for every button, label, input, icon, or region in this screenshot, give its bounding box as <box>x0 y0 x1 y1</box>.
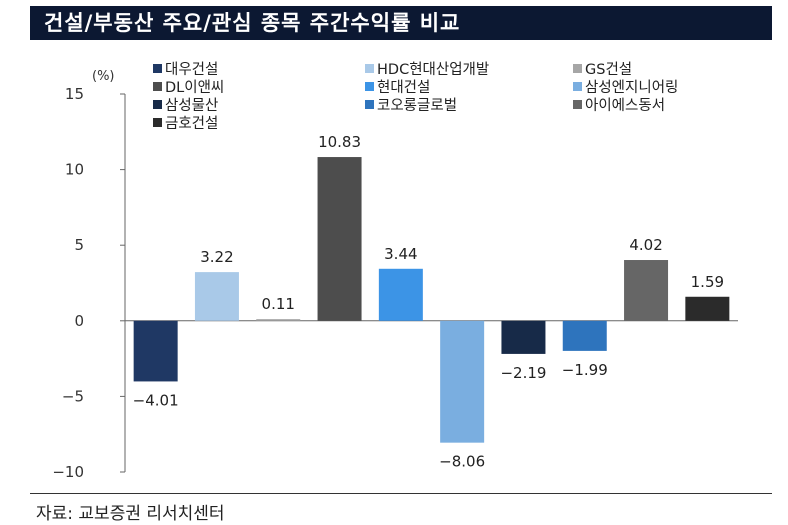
legend-label: 대우건설 <box>165 61 218 78</box>
bar <box>256 319 301 321</box>
y-tick-label: 10 <box>65 161 84 179</box>
y-tick-label: 5 <box>74 236 84 254</box>
legend-swatch <box>153 64 162 73</box>
legend-label: GS건설 <box>585 61 632 78</box>
bar <box>194 272 239 321</box>
bar <box>501 320 546 354</box>
y-tick-label: −10 <box>52 463 84 481</box>
data-label: −2.19 <box>500 364 546 382</box>
legend-label: 현대건설 <box>377 79 430 96</box>
legend-label: 삼성엔지니어링 <box>585 79 678 96</box>
bar <box>378 268 423 321</box>
bar <box>624 260 669 321</box>
y-tick-label: 0 <box>74 312 84 330</box>
legend-swatch <box>573 100 582 109</box>
y-axis: 15 10 5 0 −5 −10 <box>52 85 738 481</box>
legend-swatch <box>365 82 374 91</box>
data-label: 3.22 <box>200 248 233 266</box>
legend-label: 삼성물산 <box>165 97 218 114</box>
legend-swatch <box>153 100 162 109</box>
legend-label: HDC현대산업개발 <box>377 61 489 78</box>
legend-swatch <box>153 82 162 91</box>
bars <box>133 157 730 443</box>
bar <box>562 320 607 351</box>
data-label: −1.99 <box>562 361 608 379</box>
legend-label: 아이에스동서 <box>585 97 665 114</box>
legend-label: 금호건설 <box>165 115 218 132</box>
data-label: 10.83 <box>318 133 361 151</box>
legend-label: DL이앤씨 <box>165 79 224 96</box>
legend-swatch <box>365 64 374 73</box>
data-labels: −4.01 3.22 0.11 10.83 3.44 −8.06 −2.19 −1.99 4.0… <box>133 133 724 471</box>
y-tick-label: 15 <box>65 85 84 103</box>
bar <box>685 296 730 321</box>
data-label: −8.06 <box>439 453 485 471</box>
data-label: 1.59 <box>691 273 724 291</box>
unit-label: (%) <box>92 69 115 84</box>
legend-swatch <box>365 100 374 109</box>
bar <box>317 157 362 321</box>
legend-swatch <box>153 118 162 127</box>
bar <box>133 320 178 382</box>
data-label: 0.11 <box>262 295 295 313</box>
bottom-rule <box>30 493 772 494</box>
legend-label: 코오롱글로벌 <box>377 97 457 114</box>
chart-title: 건설/부동산 주요/관심 종목 주간수익률 비교 <box>44 11 461 35</box>
y-tick-label: −5 <box>62 387 84 405</box>
data-label: −4.01 <box>133 391 179 409</box>
legend-swatch <box>573 82 582 91</box>
source-note: 자료: 교보증권 리서치센터 <box>36 504 225 524</box>
data-label: 4.02 <box>629 236 662 254</box>
legend-swatch <box>573 64 582 73</box>
title-bar: 건설/부동산 주요/관심 종목 주간수익률 비교 <box>30 6 772 40</box>
bar <box>440 320 485 443</box>
data-label: 3.44 <box>384 245 417 263</box>
